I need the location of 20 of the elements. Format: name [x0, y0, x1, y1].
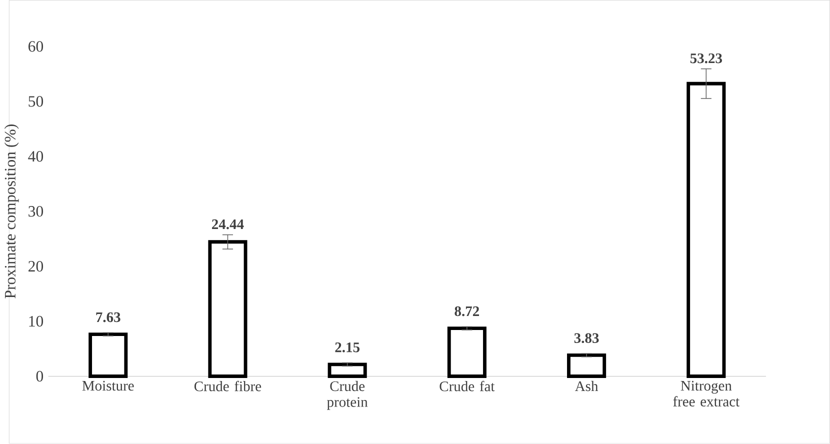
- data-label: 24.44: [212, 220, 244, 230]
- y-tick-label: 0: [36, 371, 44, 382]
- data-label: 3.83: [574, 333, 599, 344]
- x-tick-label: Crude fat: [440, 381, 495, 392]
- x-tick-label: Moisture: [82, 381, 134, 391]
- y-tick-label: 50: [28, 96, 44, 107]
- y-tick-label: 30: [28, 206, 44, 217]
- x-tick-label: Ash: [575, 381, 598, 392]
- data-label: 2.15: [335, 342, 360, 352]
- data-label: 8.72: [454, 306, 480, 316]
- y-tick-label: 40: [28, 151, 44, 162]
- x-tick-label: Crude protein: [327, 381, 368, 410]
- y-tick-label: 60: [28, 41, 44, 52]
- data-label: 7.63: [96, 312, 120, 322]
- data-label: 53.23: [690, 54, 722, 64]
- y-tick-label: 20: [28, 261, 44, 272]
- y-tick-label: 10: [29, 316, 44, 327]
- x-tick-label: Nitrogen free extract: [673, 381, 740, 407]
- x-tick-label: Crude fibre: [194, 381, 262, 392]
- y-axis-title: Proximate composition (%): [4, 124, 19, 298]
